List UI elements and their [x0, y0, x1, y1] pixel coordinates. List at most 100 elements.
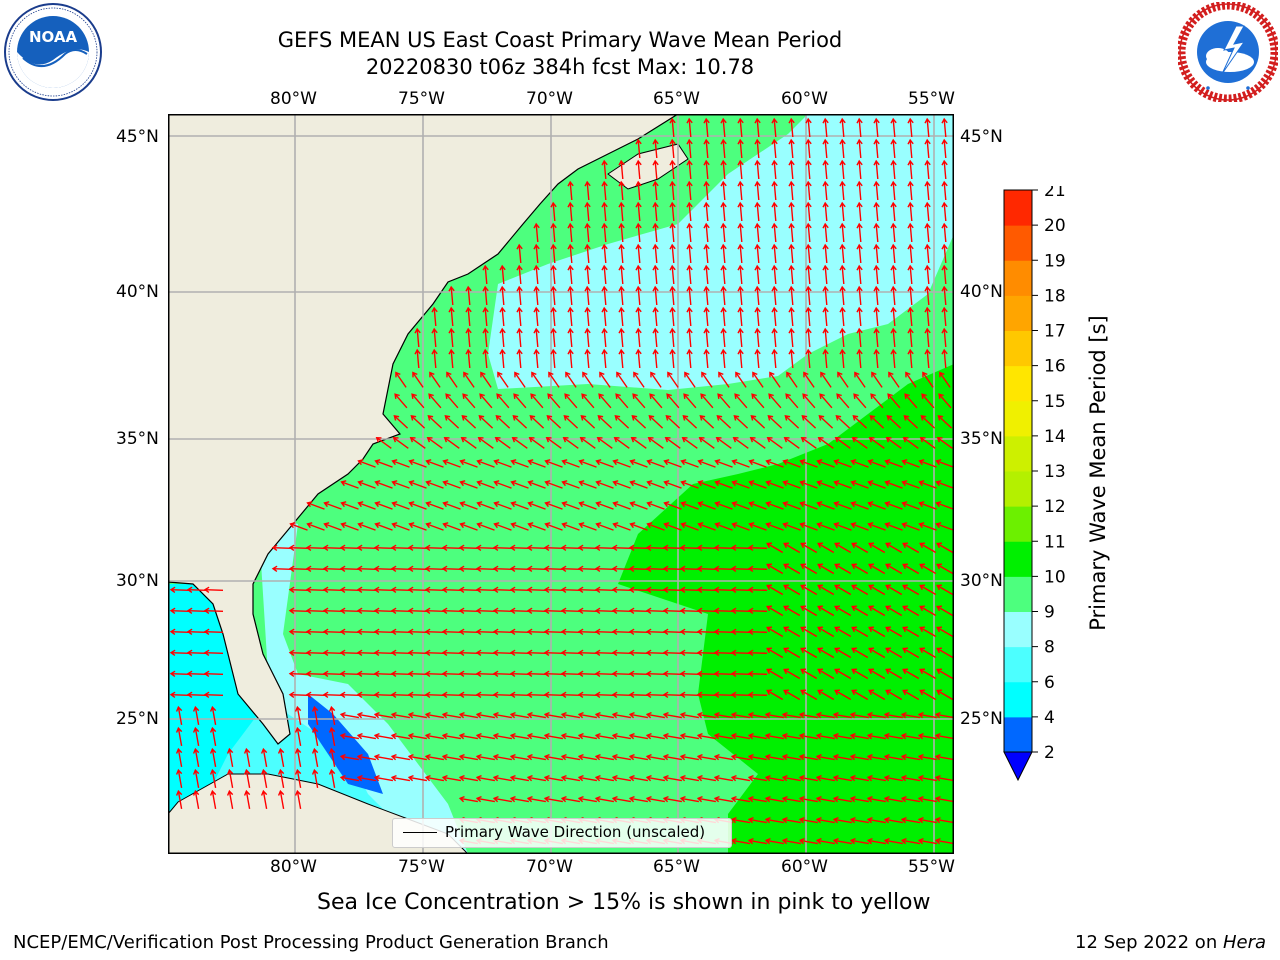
colorbar-tick-label: 15 — [1044, 392, 1066, 412]
wave-direction-arrow — [839, 285, 846, 306]
wave-direction-arrow — [476, 522, 495, 531]
wave-direction-arrow — [822, 306, 829, 327]
wave-direction-arrow — [652, 222, 659, 243]
wave-direction-arrow — [635, 348, 642, 369]
wave-direction-arrow — [226, 789, 234, 810]
wave-direction-arrow — [730, 565, 751, 572]
wave-direction-arrow — [645, 544, 666, 551]
wave-direction-arrow — [885, 647, 903, 659]
wave-direction-arrow — [822, 348, 829, 369]
wave-direction-arrow — [629, 501, 648, 510]
wave-direction-arrow — [448, 327, 455, 348]
wave-direction-arrow — [771, 348, 778, 369]
wave-direction-arrow — [594, 544, 615, 551]
wave-direction-arrow — [818, 415, 834, 429]
wave-direction-arrow — [560, 753, 581, 761]
colorbar-swatch — [1004, 190, 1032, 226]
wave-direction-arrow — [594, 607, 615, 614]
wave-direction-arrow — [322, 565, 343, 572]
wave-direction-arrow — [662, 586, 683, 593]
wave-direction-arrow — [374, 522, 393, 531]
wave-direction-arrow — [646, 522, 665, 531]
wave-direction-arrow — [305, 649, 326, 656]
noaa-logo: NOAA — [4, 3, 102, 101]
wave-direction-arrow — [730, 649, 751, 656]
wave-direction-arrow — [618, 180, 625, 201]
colorbar-swatch — [1004, 471, 1032, 507]
wave-direction-arrow — [577, 670, 598, 677]
wave-direction-arrow — [868, 689, 886, 701]
wave-direction-arrow — [628, 753, 649, 761]
wave-direction-arrow — [885, 605, 903, 617]
wave-direction-arrow — [492, 586, 513, 593]
wave-direction-arrow — [328, 747, 336, 768]
wave-direction-arrow — [611, 544, 632, 551]
wave-direction-arrow — [713, 753, 734, 761]
wave-direction-arrow — [407, 628, 428, 635]
wave-direction-arrow — [175, 768, 183, 789]
wave-direction-arrow — [458, 565, 479, 572]
wave-direction-arrow — [713, 711, 734, 719]
wave-direction-arrow — [543, 628, 564, 635]
wave-direction-arrow — [783, 689, 801, 701]
wave-direction-arrow — [305, 691, 326, 698]
wave-direction-arrow — [391, 522, 410, 531]
wave-direction-arrow — [599, 371, 611, 388]
wave-direction-arrow — [696, 711, 717, 719]
wave-direction-arrow — [669, 222, 676, 243]
wave-direction-arrow — [788, 285, 795, 306]
chart-subtitle: 20220830 t06z 384h fcst Max: 10.78 — [365, 55, 755, 79]
wave-direction-arrow — [834, 436, 851, 449]
wave-direction-arrow — [771, 264, 778, 285]
wave-direction-arrow — [582, 371, 594, 388]
wave-direction-arrow — [856, 327, 863, 348]
wave-direction-arrow — [458, 691, 479, 698]
wave-direction-arrow — [192, 705, 200, 726]
wave-direction-arrow — [305, 607, 326, 614]
graticule — [168, 114, 954, 854]
wave-direction-arrow — [645, 586, 666, 593]
wave-direction-arrow — [679, 753, 700, 761]
wave-direction-arrow — [834, 647, 852, 659]
wave-direction-arrow — [492, 565, 513, 572]
wave-direction-arrow — [935, 522, 954, 531]
wave-direction-arrow — [856, 285, 863, 306]
wave-direction-arrow — [584, 327, 591, 348]
wave-direction-arrow — [560, 795, 581, 803]
wave-direction-arrow — [785, 393, 799, 409]
wave-direction-arrow — [662, 711, 683, 719]
wave-direction-arrow — [390, 565, 411, 572]
wave-direction-arrow — [613, 436, 630, 449]
wave-direction-arrow — [697, 501, 716, 510]
wave-direction-arrow — [686, 348, 693, 369]
wave-direction-arrow — [441, 628, 462, 635]
lon-label-bottom-80w: 80°W — [270, 857, 317, 877]
wave-direction-arrow — [594, 795, 615, 803]
wave-direction-arrow — [645, 774, 666, 782]
wave-direction-arrow — [851, 563, 869, 575]
wave-direction-arrow — [424, 586, 445, 593]
colorbar-swatch — [1004, 646, 1032, 683]
wave-direction-arrow — [737, 180, 744, 201]
wave-direction-arrow — [567, 348, 574, 369]
wave-direction-arrow — [817, 668, 835, 680]
wave-direction-arrow — [713, 691, 734, 698]
wave-direction-arrow — [901, 501, 920, 510]
wave-direction-arrow — [645, 753, 666, 761]
wave-direction-arrow — [936, 436, 953, 449]
wave-direction-arrow — [834, 626, 852, 638]
wave-direction-arrow — [594, 691, 615, 698]
wave-direction-arrow — [924, 201, 931, 222]
wave-direction-arrow — [800, 542, 818, 554]
wave-direction-arrow — [561, 459, 580, 468]
wave-direction-arrow — [550, 243, 557, 264]
wave-direction-arrow — [714, 501, 733, 510]
wave-direction-arrow — [565, 371, 577, 388]
wave-direction-arrow — [652, 201, 659, 222]
wave-direction-arrow — [652, 306, 659, 327]
wave-direction-arrow — [786, 371, 798, 388]
wave-direction-arrow — [475, 670, 496, 677]
wave-direction-arrow — [226, 747, 234, 768]
wave-direction-arrow — [856, 159, 863, 180]
wave-direction-arrow — [720, 117, 727, 138]
